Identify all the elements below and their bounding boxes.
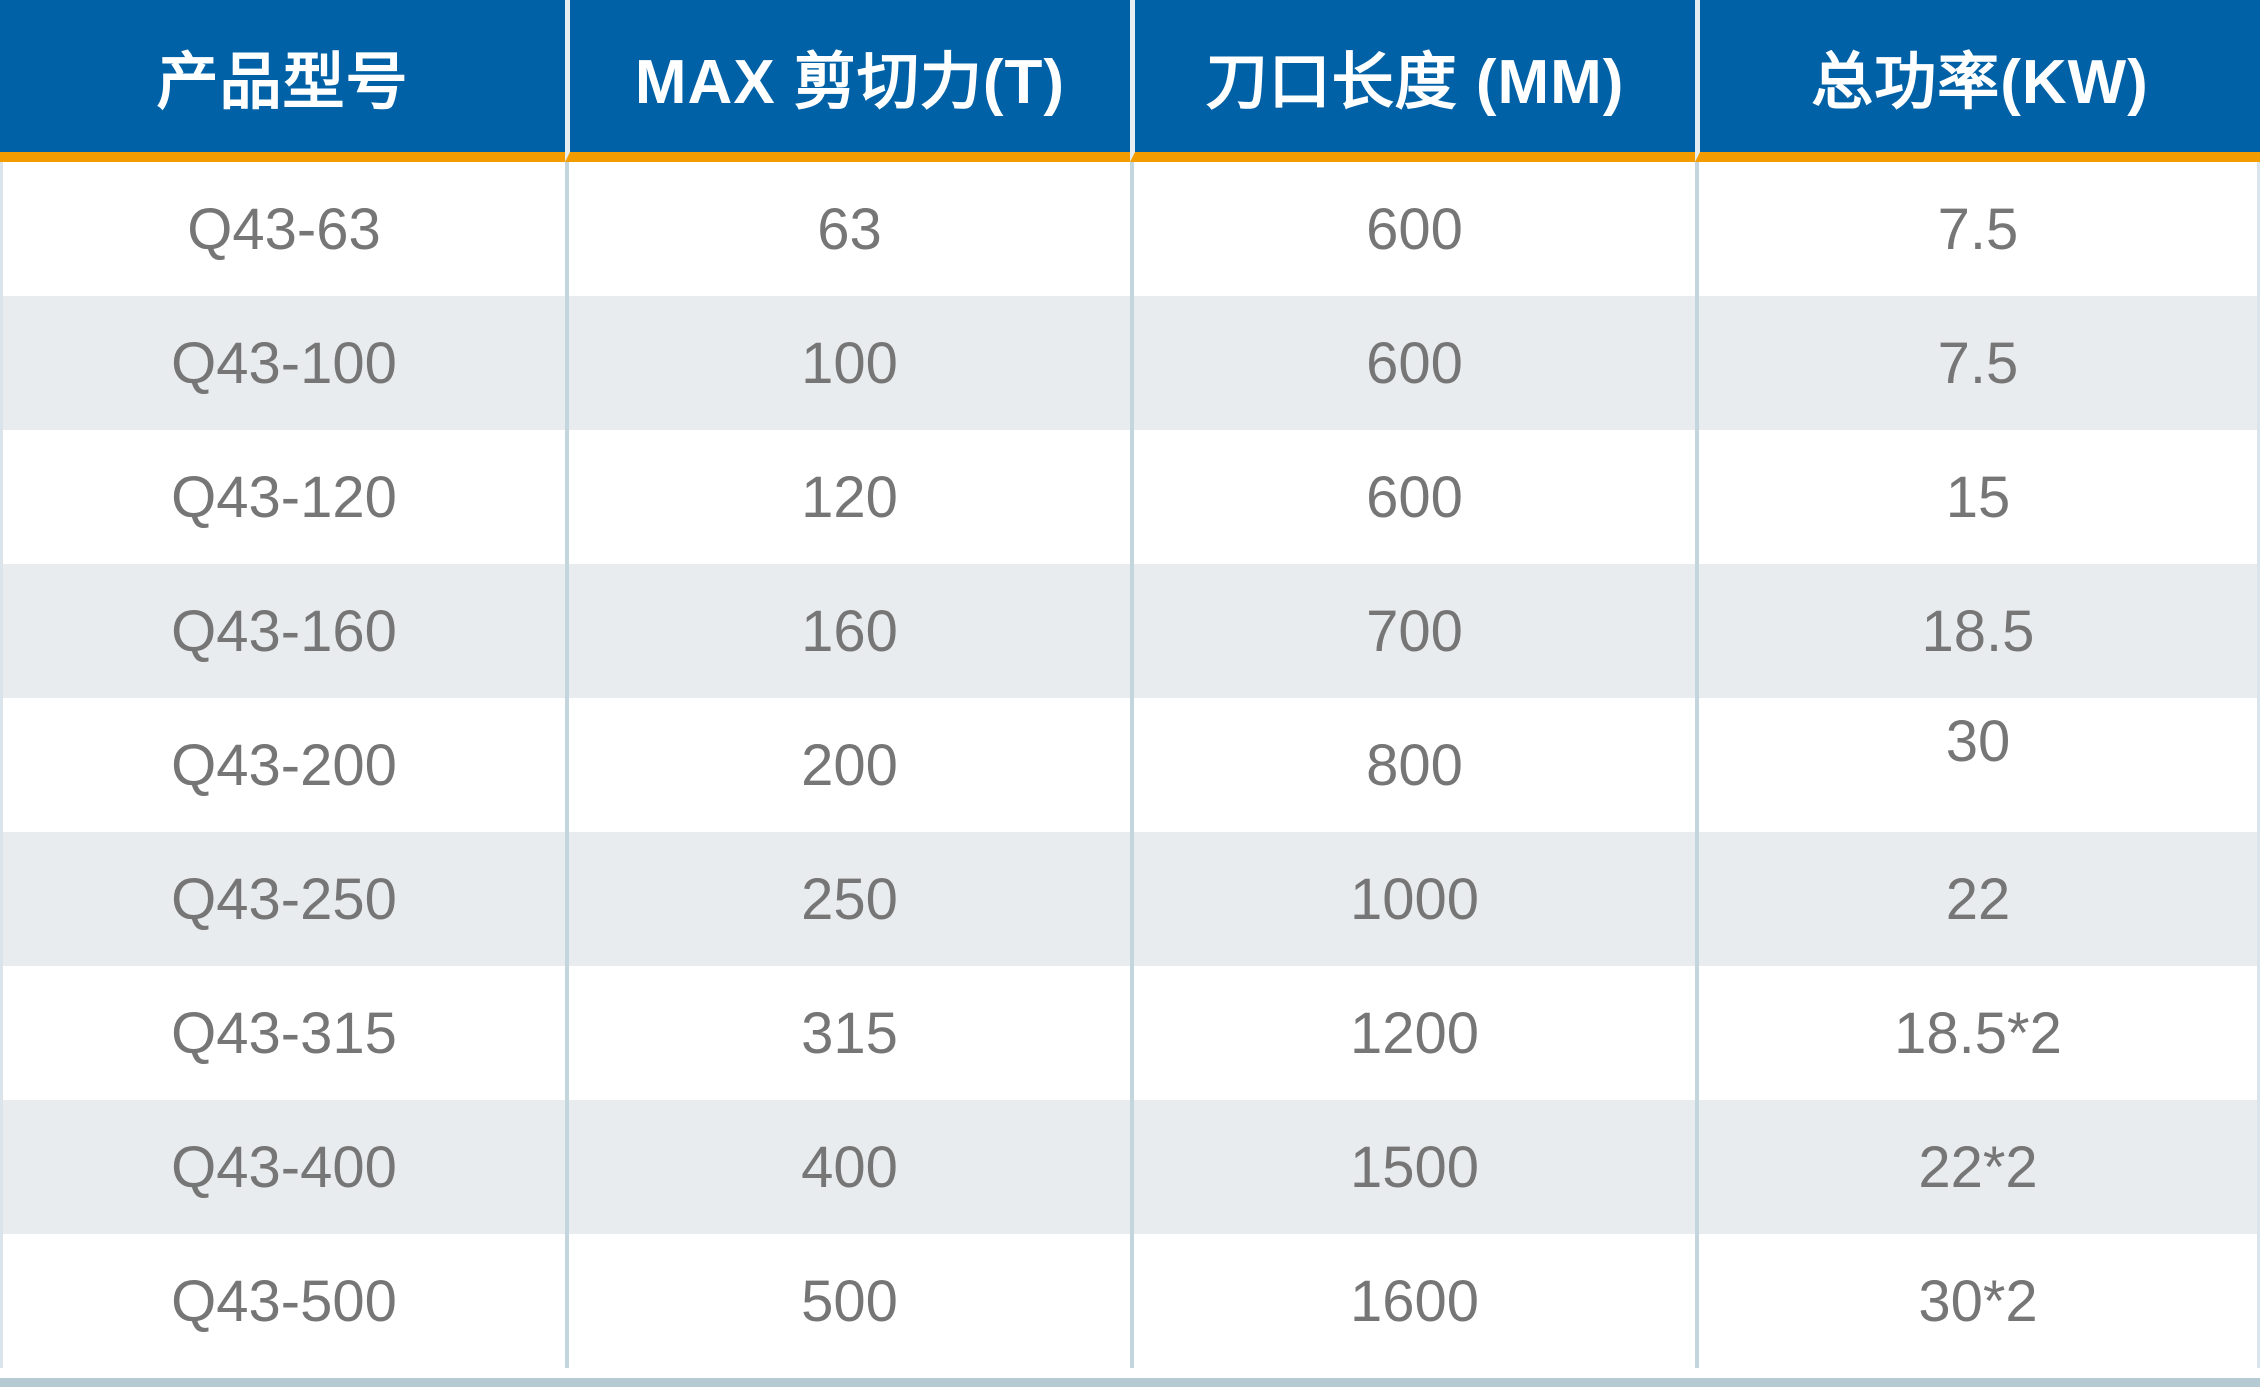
column-header-length: 刀口长度 (MM) xyxy=(1130,0,1695,162)
cell-power: 30 xyxy=(1695,698,2260,832)
cell-force: 63 xyxy=(565,162,1130,296)
cell-length: 600 xyxy=(1130,430,1695,564)
table-row: Q43-160 160 700 18.5 xyxy=(0,564,2260,698)
cell-model: Q43-63 xyxy=(0,162,565,296)
cell-length: 800 xyxy=(1130,698,1695,832)
cell-force: 315 xyxy=(565,966,1130,1100)
cell-power: 18.5*2 xyxy=(1695,966,2260,1100)
table-row: Q43-250 250 1000 22 xyxy=(0,832,2260,966)
cell-force: 200 xyxy=(565,698,1130,832)
cell-model: Q43-315 xyxy=(0,966,565,1100)
cell-force: 100 xyxy=(565,296,1130,430)
cell-model: Q43-250 xyxy=(0,832,565,966)
cell-power: 30*2 xyxy=(1695,1234,2260,1368)
table-row: Q43-100 100 600 7.5 xyxy=(0,296,2260,430)
cell-power: 22 xyxy=(1695,832,2260,966)
table-row: Q43-500 500 1600 30*2 xyxy=(0,1234,2260,1368)
table-row: Q43-400 400 1500 22*2 xyxy=(0,1100,2260,1234)
table-header: 产品型号 MAX 剪切力(T) 刀口长度 (MM) 总功率(KW) xyxy=(0,0,2260,162)
cell-power: 7.5 xyxy=(1695,162,2260,296)
cell-model: Q43-200 xyxy=(0,698,565,832)
table-row: Q43-315 315 1200 18.5*2 xyxy=(0,966,2260,1100)
cell-force: 160 xyxy=(565,564,1130,698)
cell-force: 250 xyxy=(565,832,1130,966)
table-row: Q43-120 120 600 15 xyxy=(0,430,2260,564)
header-row: 产品型号 MAX 剪切力(T) 刀口长度 (MM) 总功率(KW) xyxy=(0,0,2260,162)
cell-length: 1000 xyxy=(1130,832,1695,966)
cell-length: 600 xyxy=(1130,296,1695,430)
cell-length: 1600 xyxy=(1130,1234,1695,1368)
cell-power: 15 xyxy=(1695,430,2260,564)
cell-model: Q43-120 xyxy=(0,430,565,564)
column-header-model: 产品型号 xyxy=(0,0,565,162)
cell-length: 600 xyxy=(1130,162,1695,296)
column-header-force: MAX 剪切力(T) xyxy=(565,0,1130,162)
cell-length: 1500 xyxy=(1130,1100,1695,1234)
cell-force: 400 xyxy=(565,1100,1130,1234)
cell-force: 500 xyxy=(565,1234,1130,1368)
table-body: Q43-63 63 600 7.5 Q43-100 100 600 7.5 Q4… xyxy=(0,162,2260,1368)
cell-length: 1200 xyxy=(1130,966,1695,1100)
cell-power: 7.5 xyxy=(1695,296,2260,430)
cell-power: 22*2 xyxy=(1695,1100,2260,1234)
table-row: Q43-200 200 800 30 xyxy=(0,698,2260,832)
column-header-power: 总功率(KW) xyxy=(1695,0,2260,162)
table-row: Q43-63 63 600 7.5 xyxy=(0,162,2260,296)
cell-model: Q43-500 xyxy=(0,1234,565,1368)
cell-model: Q43-100 xyxy=(0,296,565,430)
cell-model: Q43-400 xyxy=(0,1100,565,1234)
cell-length: 700 xyxy=(1130,564,1695,698)
cell-force: 120 xyxy=(565,430,1130,564)
cell-model: Q43-160 xyxy=(0,564,565,698)
cell-power: 18.5 xyxy=(1695,564,2260,698)
